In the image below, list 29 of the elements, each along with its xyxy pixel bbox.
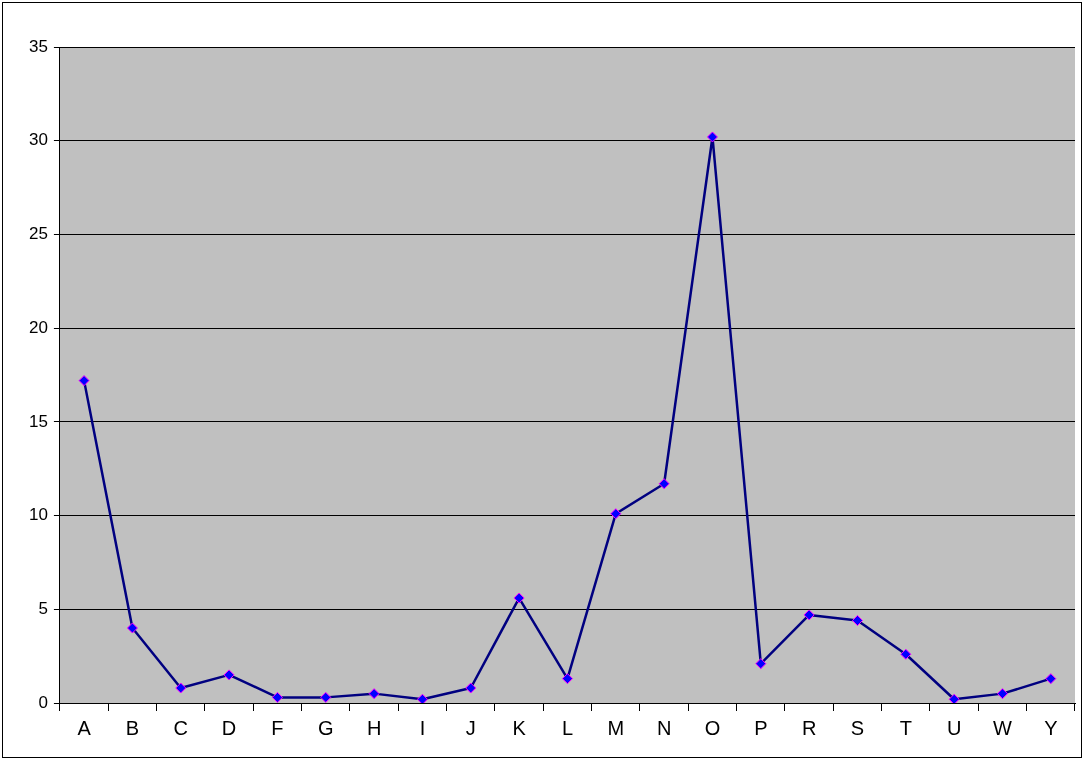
- x-tick-label: H: [366, 716, 382, 739]
- x-tick-label: S: [850, 716, 865, 739]
- x-tick-label: N: [656, 716, 672, 739]
- x-tick-label: G: [317, 716, 334, 739]
- x-tick-label: W: [993, 716, 1013, 739]
- x-tick-label: O: [704, 716, 721, 739]
- y-tick-label: 15: [28, 411, 48, 431]
- x-tick-label: B: [125, 716, 140, 739]
- x-tick-label: P: [754, 716, 768, 739]
- y-tick-label: 5: [38, 598, 48, 618]
- x-tick-label: U: [946, 716, 962, 739]
- y-tick-label: 10: [28, 505, 48, 525]
- y-tick-label: 20: [28, 317, 48, 337]
- x-tick-label: K: [512, 716, 527, 739]
- x-tick-label: I: [419, 716, 426, 739]
- x-tick-label: J: [465, 716, 476, 739]
- y-tick-label: 0: [38, 692, 48, 712]
- x-tick-label: R: [801, 716, 817, 739]
- x-tick-label: C: [173, 716, 188, 739]
- x-tick-label: L: [561, 716, 574, 739]
- x-tick-label: T: [899, 716, 912, 739]
- y-tick-label: 35: [28, 36, 48, 56]
- x-tick-label: M: [607, 716, 625, 739]
- y-tick-label: 30: [28, 130, 48, 150]
- x-tick-label: Y: [1044, 716, 1058, 739]
- y-tick-label: 25: [28, 224, 48, 244]
- x-tick-label: F: [271, 716, 284, 739]
- x-tick-label: D: [221, 716, 237, 739]
- x-tick-label: A: [77, 716, 92, 739]
